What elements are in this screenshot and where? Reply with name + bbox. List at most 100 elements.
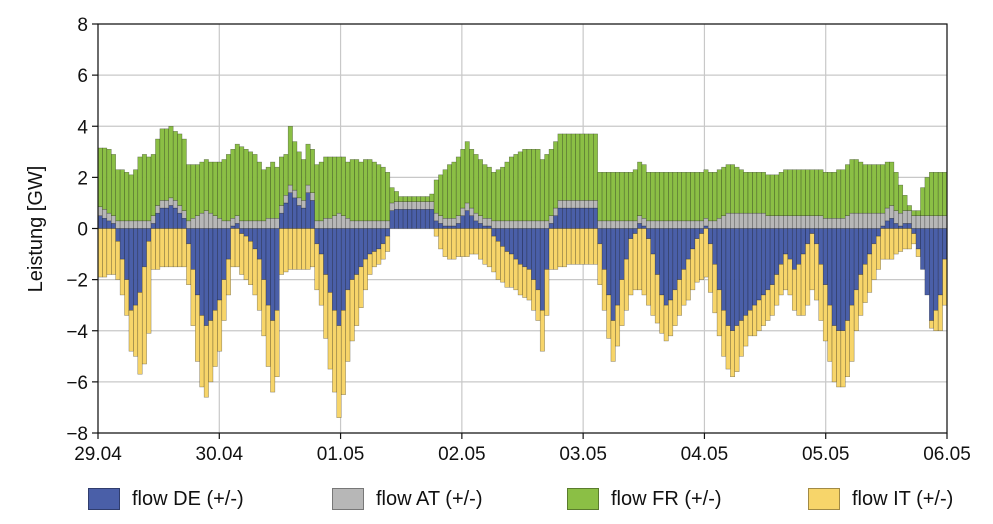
bar-at-186 [920,215,926,229]
y-tick-label: −2 [66,271,88,292]
bar-de-76 [433,220,439,229]
bar-at-165 [827,218,833,229]
bar-at-99 [535,220,541,229]
bar-fr-150 [761,172,766,214]
bar-it-174 [867,253,873,293]
bar-fr-11 [146,156,152,222]
bar-fr-181 [898,184,904,214]
bar-at-64 [380,220,386,229]
bar-de-132 [681,228,687,270]
bar-it-96 [522,266,528,298]
bar-it-140 [716,289,722,337]
bar-fr-60 [363,159,368,222]
bar-de-120 [628,228,634,239]
bar-at-27 [217,218,223,229]
bar-de-42 [283,202,289,229]
bar-at-157 [791,215,797,229]
bar-it-150 [761,294,766,326]
bar-fr-155 [783,169,789,216]
bar-de-0 [97,215,103,229]
bar-it-53 [332,310,338,393]
bar-at-95 [517,220,523,229]
x-tick-label: 02.05 [438,444,486,465]
bar-de-162 [814,228,820,245]
bar-it-17 [172,228,178,268]
bar-fr-61 [367,159,373,222]
bar-it-93 [508,253,514,288]
bar-fr-42 [283,154,289,196]
bar-at-147 [747,212,753,229]
bar-it-145 [738,320,744,357]
bar-de-80 [451,225,457,229]
bar-fr-57 [349,159,355,222]
bar-it-101 [544,269,550,316]
bar-fr-12 [150,154,156,216]
bar-de-20 [186,228,192,245]
bar-de-153 [774,228,780,275]
bar-fr-89 [491,172,497,222]
bar-de-93 [508,228,514,255]
bar-at-144 [734,212,740,229]
bar-de-95 [517,228,523,265]
bar-de-96 [522,228,528,268]
bar-it-141 [721,310,727,357]
bar-it-98 [531,279,537,311]
bar-it-89 [491,235,497,273]
y-tick-label: 4 [77,117,88,138]
bar-de-55 [340,228,346,311]
bar-it-104 [557,228,563,268]
bar-at-32 [239,220,245,229]
bar-it-88 [486,228,492,268]
bar-at-46 [301,200,307,209]
bar-it-7 [128,310,134,352]
bar-fr-16 [168,126,174,199]
bar-at-6 [124,220,130,229]
bar-fr-17 [172,131,178,201]
bar-fr-149 [756,172,762,214]
bar-de-126 [654,228,660,275]
bar-it-35 [252,248,258,296]
bar-fr-55 [340,156,346,216]
bar-fr-75 [429,193,435,202]
bar-de-156 [787,228,793,260]
bar-fr-30 [230,149,236,219]
bar-fr-50 [318,161,324,222]
bar-it-20 [186,243,192,285]
bar-de-133 [685,228,691,260]
bar-fr-159 [800,169,806,216]
bar-de-116 [610,228,616,321]
bar-it-3 [111,228,116,275]
bar-fr-111 [588,133,594,201]
bar-fr-187 [924,177,930,216]
bar-fr-100 [539,159,545,222]
bar-de-66 [389,210,395,229]
bar-at-149 [756,212,762,229]
bar-fr-106 [566,133,572,201]
bar-at-129 [668,220,674,229]
bar-fr-8 [133,169,139,222]
bar-it-41 [279,228,284,275]
bar-de-169 [845,228,850,321]
bar-fr-41 [279,156,284,206]
bar-it-123 [641,228,647,296]
bar-fr-98 [531,149,537,222]
bar-at-44 [292,189,298,199]
bar-at-133 [685,220,691,229]
bar-fr-70 [407,196,413,202]
bar-at-150 [761,212,766,229]
x-tick-label: 06.05 [923,444,971,465]
bar-de-6 [124,228,130,280]
bar-de-64 [380,228,386,245]
bar-de-44 [292,197,298,229]
bar-at-161 [809,215,815,229]
bar-at-80 [451,218,457,227]
bar-fr-68 [398,196,404,202]
bar-it-5 [119,258,125,296]
bar-it-1 [102,228,108,278]
bar-at-172 [858,212,864,229]
bar-at-176 [876,212,881,229]
bar-de-17 [172,207,178,229]
bar-at-83 [464,202,470,211]
bar-de-54 [336,228,342,326]
bar-at-93 [508,220,514,229]
